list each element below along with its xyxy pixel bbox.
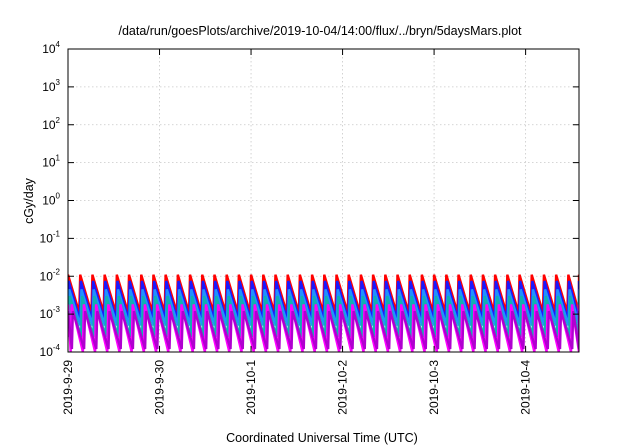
y-axis-label: cGy/day — [22, 177, 36, 224]
x-tick-label: 2019-10-3 — [427, 360, 441, 415]
y-axis: 10-4 10-3 10-2 10-1 100 101 102 103 104 — [40, 40, 579, 359]
series-layer — [68, 274, 579, 352]
x-tick-label: 2019-10-1 — [244, 360, 258, 415]
y-tick-label: 104 — [42, 40, 60, 56]
y-tick-label: 10-2 — [40, 267, 61, 283]
x-tick-label: 2019-10-2 — [336, 360, 350, 415]
y-tick-label: 10-1 — [40, 229, 61, 245]
x-axis: 2019-9-29 2019-9-30 2019-10-1 2019-10-2 2019… — [61, 49, 533, 415]
y-tick-label: 10-4 — [40, 343, 61, 359]
x-tick-label: 2019-10-4 — [519, 360, 533, 415]
series-line — [68, 310, 579, 350]
y-tick-label: 10-3 — [40, 305, 61, 321]
y-tick-label: 103 — [42, 78, 60, 94]
y-tick-label: 102 — [42, 116, 60, 132]
x-axis-label: Coordinated Universal Time (UTC) — [226, 431, 418, 445]
x-tick-label: 2019-9-30 — [153, 360, 167, 415]
y-tick-label: 100 — [42, 192, 60, 208]
x-tick-label: 2019-9-29 — [61, 360, 75, 415]
y-tick-label: 101 — [42, 154, 60, 170]
chart-title: /data/run/goesPlots/archive/2019-10-04/1… — [118, 24, 522, 38]
